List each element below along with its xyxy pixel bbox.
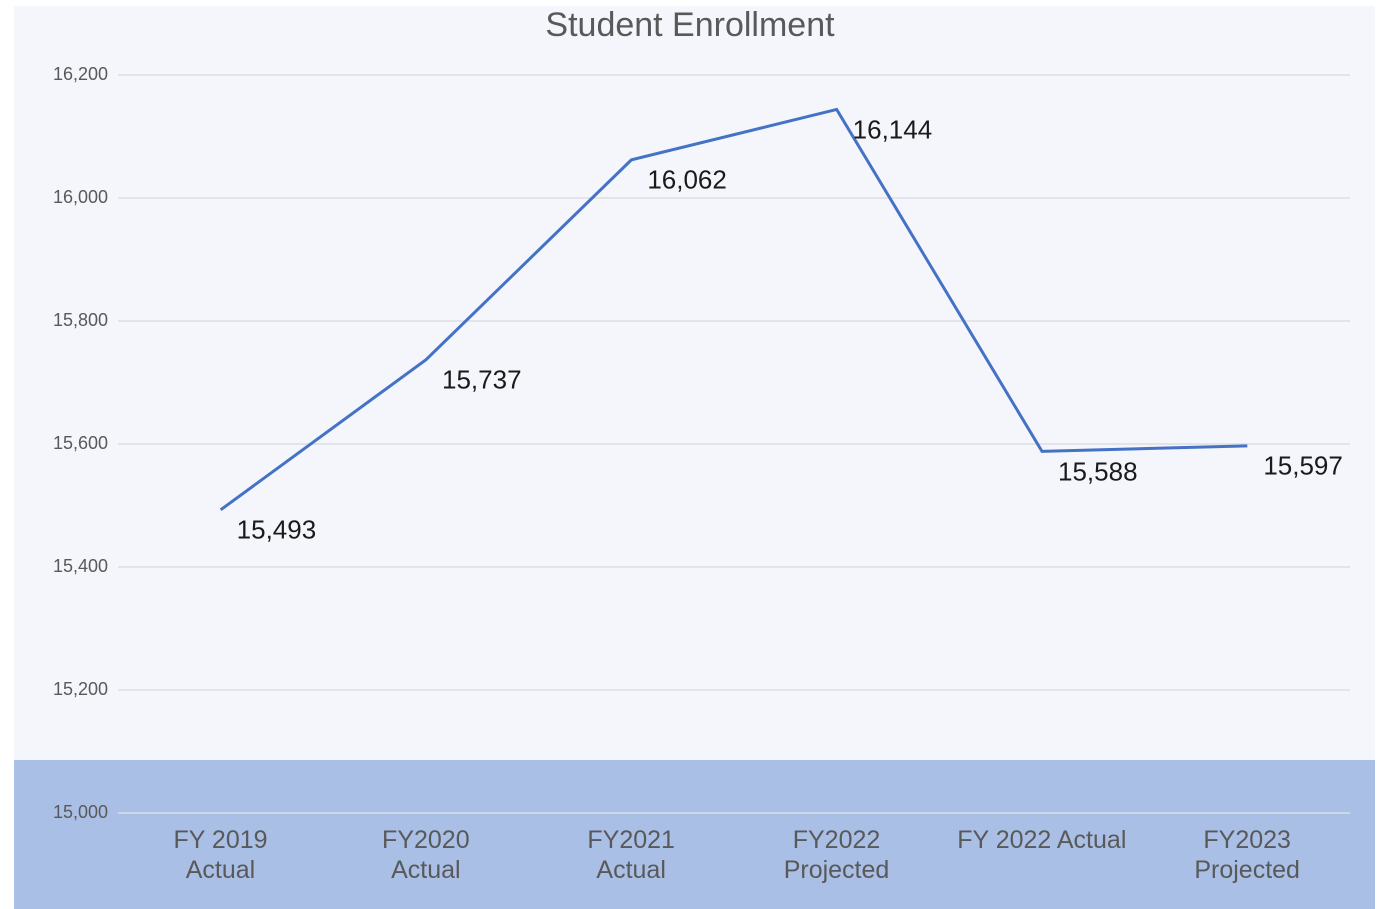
y-tick-label: 16,200 (53, 64, 108, 84)
data-label: 16,144 (853, 114, 933, 144)
y-tick-label: 15,200 (53, 679, 108, 699)
y-tick-label: 15,000 (53, 802, 108, 822)
x-tick-label: FY2021 Actual (587, 826, 675, 884)
chart-title: Student Enrollment (545, 6, 835, 44)
y-tick-label: 15,600 (53, 433, 108, 453)
y-tick-label: 15,400 (53, 556, 108, 576)
data-label: 16,062 (647, 165, 727, 195)
y-tick-label: 16,000 (53, 187, 108, 207)
bottom-band (14, 760, 1375, 909)
data-label: 15,588 (1058, 456, 1138, 486)
data-label: 15,493 (237, 515, 317, 545)
data-label: 15,597 (1263, 451, 1343, 481)
data-label: 15,737 (442, 365, 522, 395)
x-tick-label: FY2020 Actual (382, 826, 470, 884)
chart-background (14, 6, 1375, 909)
x-tick-label: FY2023 Projected (1194, 826, 1300, 884)
y-tick-label: 15,800 (53, 310, 108, 330)
x-tick-label: FY 2019 Actual (173, 826, 268, 884)
x-tick-label: FY2022 Projected (783, 826, 890, 884)
data-line (219, 107, 1248, 512)
x-tick-label: FY 2022 Actual (957, 826, 1127, 854)
